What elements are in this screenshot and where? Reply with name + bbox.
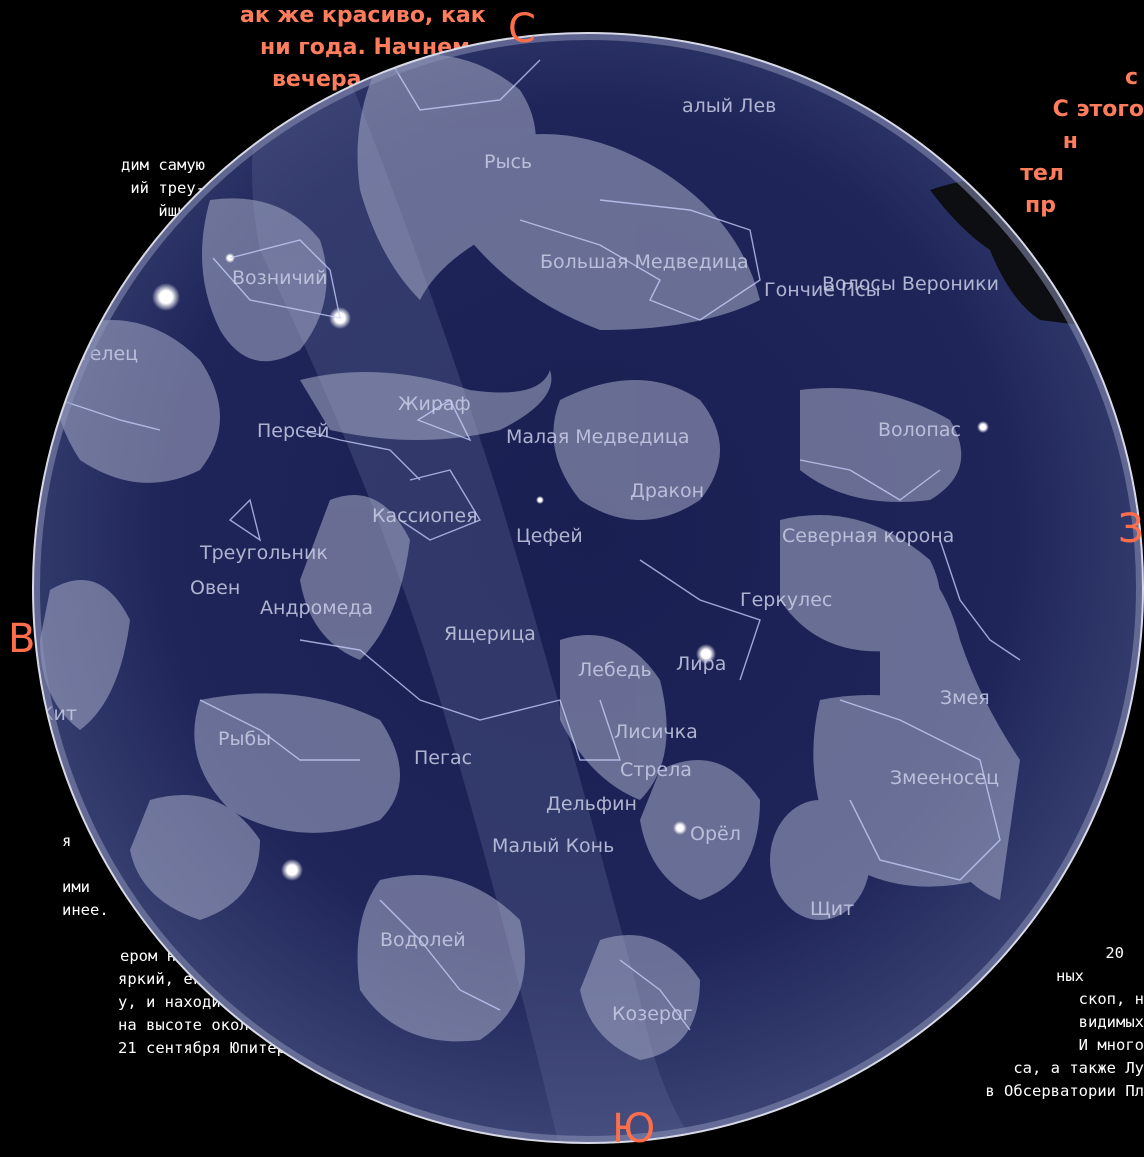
label-bootes: Волопас [878,419,961,441]
label-andromeda: Андромеда [260,597,373,619]
label-vulpecula: Лисичка [614,721,698,743]
label-cepheus: Цефей [516,525,583,547]
label-hercules: Геркулес [740,589,832,611]
compass-north: С [508,6,536,52]
label-ursa-major: Большая Медведица [540,251,749,273]
left-body-line: ими [62,878,90,896]
left-body-line: ий треу- [130,179,205,197]
left-body-line: 21 сентября Юпитер [118,1039,286,1057]
right-heading-line: н [1062,129,1078,154]
left-body-line: инее. [62,901,109,919]
left-body-line: у, и находит- [118,993,240,1011]
label-pegasus: Пегас [414,747,472,769]
right-heading: с С этого н тел пр [944,62,1144,222]
label-canes-venatici: Гончие Псы [764,279,881,301]
label-cygnus: Лебедь [578,659,652,681]
milky-way [252,33,700,1143]
compass-west: З [1118,506,1144,552]
constellation-labels: алый Лев Рысь Возничий Большая Медведица… [40,95,999,1025]
left-heading-line-1: ак же красиво, как [240,3,486,28]
label-triangulum: Треугольник [199,542,328,564]
left-body-line: яркий, его [118,970,212,988]
compass-south: Ю [612,1106,656,1152]
label-pisces: Рыбы [218,728,271,750]
label-equuleus: Малый Конь [492,835,614,857]
left-body-line: дим самую [121,156,205,174]
label-capricornus: Козерог [612,1003,693,1025]
label-corona: Северная корона [782,525,954,547]
compass-east: В [8,616,36,662]
right-body-line: 20 [1105,944,1124,962]
label-lyra: Лира [676,653,726,675]
left-body-bottom: я ими инее. ером на яркий, его у, и нахо… [0,830,286,1060]
right-body-line: видимых [1078,1013,1144,1031]
label-aries: Овен [190,577,240,599]
left-body-line: на высоте около [118,1016,258,1034]
label-cassiopeia: Кассиопея [372,505,478,527]
label-lacerta: Ящерица [444,623,536,645]
label-aquarius: Водолей [380,929,466,951]
label-camelopardalis: Жираф [398,393,471,415]
label-lynx: Рысь [484,151,532,173]
label-ophiuchus: Змееносец [890,767,999,789]
right-body: 20 ных скоп, н видимых И много са, а так… [824,942,1144,1103]
label-draco: Дракон [630,480,704,502]
right-heading-line: с [1124,65,1138,90]
label-scutum: Щит [810,898,854,920]
constellation-figures [40,54,1020,1060]
sky-edge [32,32,1144,1144]
label-sagitta: Стрела [620,759,692,781]
right-heading-line: С этого [1052,97,1144,122]
label-lesser-lion: алый Лев [682,95,776,117]
label-perseus: Персей [257,420,330,442]
label-aquila: Орёл [690,823,741,845]
label-ursa-minor: Малая Медведица [506,426,689,448]
right-body-line: в Обсерватории Пл [985,1082,1144,1100]
label-delphinus: Дельфин [546,793,637,815]
label-coma: Волосы Вероники [822,273,999,295]
right-body-line: И много [1078,1036,1144,1054]
left-heading: ак же красиво, как ни года. Начнем вечер… [0,0,486,96]
right-heading-line: тел [1020,161,1064,186]
right-body-line: скоп, н [1078,990,1144,1008]
label-serpens: Змея [940,687,990,709]
left-body-line: я [62,832,72,850]
label-auriga: Возничий [232,267,327,289]
right-body-line: ных [1056,967,1084,985]
right-heading-line: пр [1025,193,1056,218]
right-body-line: са, а также Лу [1013,1059,1144,1077]
constellation-lines [59,59,1021,1031]
